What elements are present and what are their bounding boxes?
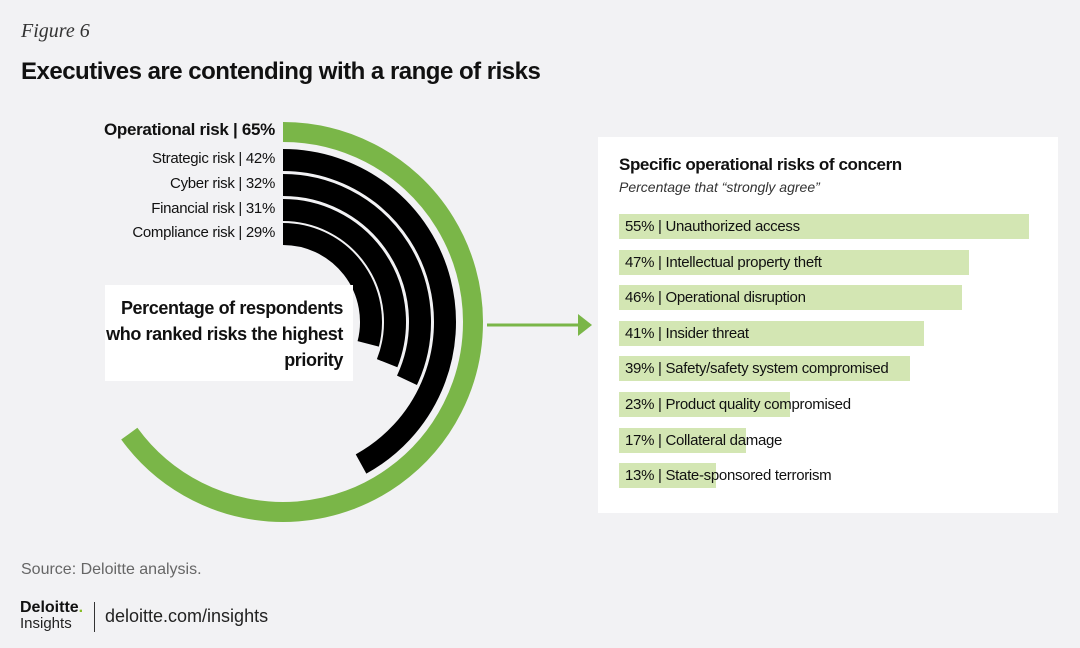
bar-label: 47% | Intellectual property theft — [625, 253, 822, 271]
bar-label: 17% | Collateral damage — [625, 431, 783, 449]
bar-label: 55% | Unauthorized access — [625, 218, 800, 235]
bar — [619, 214, 1029, 239]
bar-label: 23% | Product quality compromised — [625, 396, 851, 413]
radial-bar-compliance-risk — [282, 223, 382, 347]
deloitte-logo: Deloitte. Insights — [20, 599, 84, 632]
bar — [619, 320, 925, 346]
bar-label: 41% | Insider threat — [625, 324, 749, 342]
bar — [619, 427, 746, 453]
bar — [619, 392, 791, 417]
bar-label: 39% | Safety/safety system compromised — [625, 360, 889, 378]
divider — [94, 602, 95, 632]
figure-label: Figure 6 — [21, 20, 90, 42]
radial-bar-operational-risk — [121, 122, 483, 522]
radial-label: Strategic risk | 42% — [152, 150, 275, 167]
chart-title: Executives are contending with a range o… — [21, 58, 541, 85]
bar-label: 13% | State-sponsored terrorism — [625, 467, 832, 485]
radial-caption: Percentage of respondents who ranked ris… — [106, 298, 343, 370]
connector-arrow-head — [578, 314, 592, 336]
panel-title: Specific operational risks of concern — [619, 155, 902, 174]
bar — [619, 285, 962, 311]
radial-label: Operational risk | 65% — [103, 120, 275, 139]
panel-subtitle: Percentage that “strongly agree” — [619, 179, 820, 195]
bar — [619, 249, 970, 275]
radial-bar-strategic-risk — [282, 149, 456, 474]
radial-label: Cyber risk | 32% — [170, 175, 275, 192]
operational-risks-panel: Specific operational risks of concern Pe… — [598, 137, 1058, 513]
radial-bar-cyber-risk — [282, 174, 431, 386]
caption-box: Percentage of respondents who ranked ris… — [105, 285, 353, 381]
radial-bar-financial-risk — [282, 199, 406, 368]
url-link[interactable]: deloitte.com/insights — [105, 606, 269, 626]
source-note: Source: Deloitte analysis. — [21, 561, 202, 578]
radial-label: Compliance risk | 29% — [132, 224, 275, 241]
bar-label: 46% | Operational disruption — [625, 289, 806, 307]
bar — [619, 463, 716, 489]
bar — [619, 356, 910, 382]
radial-label: Financial risk | 31% — [151, 200, 275, 217]
